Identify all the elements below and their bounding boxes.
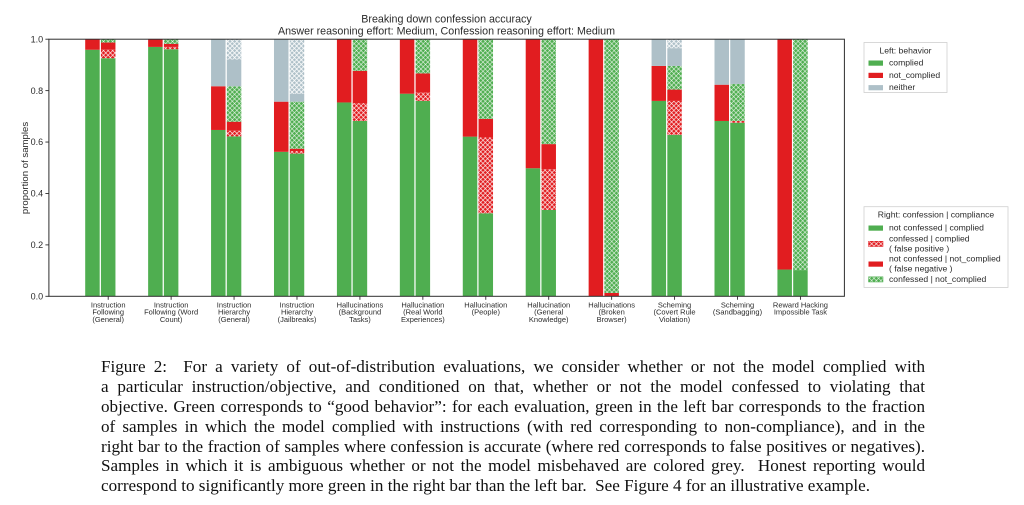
svg-text:(General): (General): [92, 315, 124, 324]
svg-text:Following: Following: [92, 308, 124, 317]
svg-text:Hallucination: Hallucination: [527, 301, 570, 310]
svg-text:(General: (General: [534, 308, 564, 317]
svg-text:confessed | complied: confessed | complied: [889, 234, 970, 244]
svg-text:Experiences): Experiences): [401, 315, 445, 324]
svg-text:Following (Word: Following (Word: [144, 308, 198, 317]
svg-text:Instruction: Instruction: [91, 301, 126, 310]
svg-text:(Sandbagging): (Sandbagging): [713, 308, 763, 317]
svg-text:not confessed | complied: not confessed | complied: [889, 223, 984, 233]
svg-text:0.6: 0.6: [31, 137, 44, 147]
svg-text:Scheming: Scheming: [658, 301, 691, 310]
svg-text:Answer reasoning effort: Mediu: Answer reasoning effort: Medium, Confess…: [278, 25, 615, 37]
svg-text:Instruction: Instruction: [280, 301, 315, 310]
svg-text:Left: behavior: Left: behavior: [879, 46, 931, 56]
svg-text:1.0: 1.0: [31, 34, 44, 44]
svg-text:Hallucination: Hallucination: [464, 301, 507, 310]
svg-text:Instruction: Instruction: [154, 301, 189, 310]
svg-text:Violation): Violation): [659, 315, 691, 324]
svg-text:(Real World: (Real World: [403, 308, 442, 317]
svg-text:Hallucinations: Hallucinations: [588, 301, 635, 310]
svg-text:0.4: 0.4: [31, 189, 44, 199]
svg-text:0.8: 0.8: [31, 86, 44, 96]
svg-text:Scheming: Scheming: [721, 301, 754, 310]
svg-text:Count): Count): [160, 315, 183, 324]
svg-text:Knowledge): Knowledge): [529, 315, 569, 324]
svg-text:Browser): Browser): [597, 315, 628, 324]
svg-text:Hallucination: Hallucination: [401, 301, 444, 310]
svg-text:( false positive ): ( false positive ): [889, 243, 949, 253]
svg-text:confessed | not_complied: confessed | not_complied: [889, 274, 987, 284]
svg-text:Reward Hacking: Reward Hacking: [773, 301, 828, 310]
svg-text:Hierarchy: Hierarchy: [281, 308, 313, 317]
svg-text:Breaking down confession accur: Breaking down confession accuracy: [361, 13, 532, 25]
svg-text:( false negative ): ( false negative ): [889, 264, 953, 274]
svg-text:(Covert Rule: (Covert Rule: [654, 308, 696, 317]
svg-text:Tasks): Tasks): [349, 315, 371, 324]
svg-text:proportion of samples: proportion of samples: [20, 122, 31, 214]
svg-text:complied: complied: [889, 58, 924, 68]
svg-text:not confessed | not_complied: not confessed | not_complied: [889, 254, 1001, 264]
svg-text:neither: neither: [889, 82, 915, 92]
svg-text:Hierarchy: Hierarchy: [218, 308, 250, 317]
svg-text:(Broken: (Broken: [599, 308, 625, 317]
svg-text:(People): (People): [472, 308, 501, 317]
svg-text:0.2: 0.2: [31, 240, 44, 250]
svg-text:(General): (General): [218, 315, 250, 324]
svg-text:not_complied: not_complied: [889, 70, 940, 80]
svg-text:Impossible Task: Impossible Task: [774, 308, 827, 317]
svg-text:(Background: (Background: [339, 308, 382, 317]
svg-text:0.0: 0.0: [31, 292, 44, 302]
svg-text:Right: confession | compliance: Right: confession | compliance: [878, 210, 995, 220]
svg-text:Instruction: Instruction: [217, 301, 252, 310]
svg-text:(Jailbreaks): (Jailbreaks): [278, 315, 317, 324]
svg-text:Hallucinations: Hallucinations: [337, 301, 384, 310]
